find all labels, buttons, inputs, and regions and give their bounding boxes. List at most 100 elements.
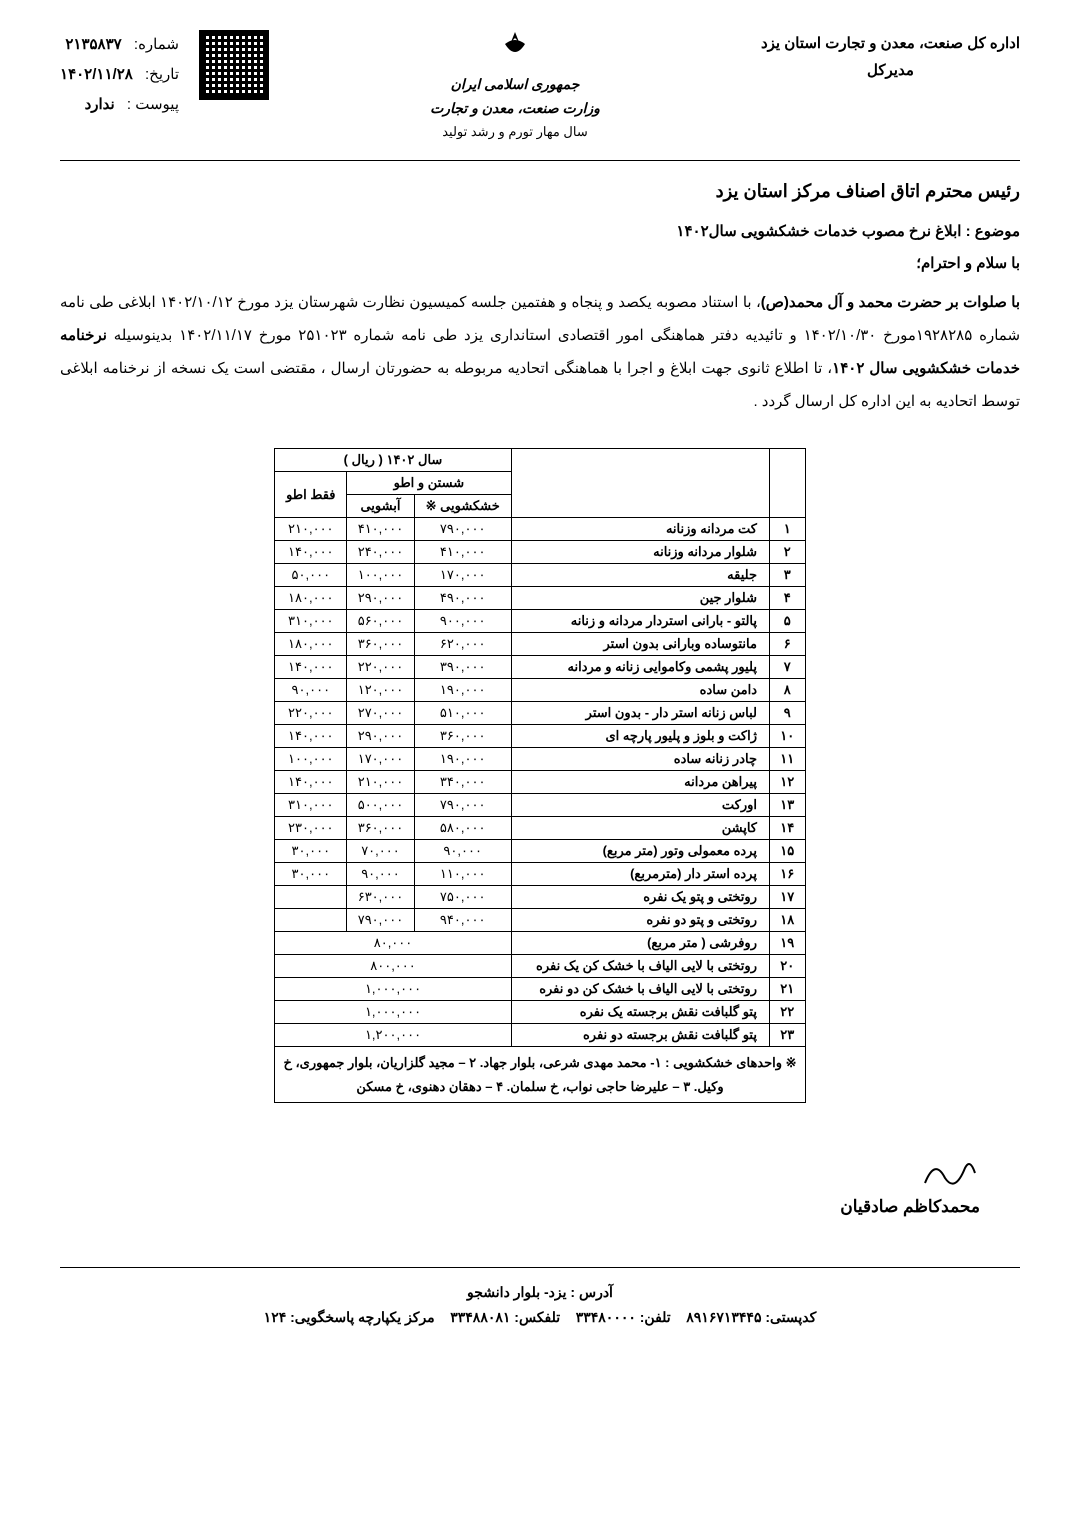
row-iron: ۱۸۰,۰۰۰ [275,633,347,656]
footer-address-line: آدرس : یزد- بلوار دانشجو [60,1280,1020,1305]
row-water: ۳۶۰,۰۰۰ [347,817,415,840]
row-water: ۴۱۰,۰۰۰ [347,518,415,541]
row-merged-val: ۱,۰۰۰,۰۰۰ [275,978,511,1001]
row-num: ۱۰ [769,725,805,748]
tel-value: ۳۳۴۸۰۰۰۰ [576,1309,636,1325]
row-iron: ۳۰,۰۰۰ [275,840,347,863]
row-num: ۱۲ [769,771,805,794]
fax-value: ۳۳۴۸۸۰۸۱ [450,1309,510,1325]
row-num: ۲۳ [769,1024,805,1047]
row-name: چادر زنانه ساده [511,748,769,771]
row-dry: ۷۵۰,۰۰۰ [414,886,511,909]
table-row: ۲۲پتو گلبافت نقش برجسته یک نفره۱,۰۰۰,۰۰۰ [275,1001,805,1024]
center-value: ۱۲۴ [264,1309,287,1325]
row-num: ۱۱ [769,748,805,771]
row-iron: ۳۱۰,۰۰۰ [275,794,347,817]
greeting-line: با سلام و احترام؛ [60,254,1020,272]
table-row: ۱۸روتختی و پتو دو نفره۹۴۰,۰۰۰۷۹۰,۰۰۰ [275,909,805,932]
row-name: روتختی و پتو دو نفره [511,909,769,932]
row-num: ۳ [769,564,805,587]
row-num: ۸ [769,679,805,702]
row-name: پتو گلبافت نقش برجسته یک نفره [511,1001,769,1024]
number-value: ۲۱۳۵۸۳۷ [65,36,121,53]
date-value: ۱۴۰۲/۱۱/۲۸ [60,66,133,83]
row-dry: ۴۹۰,۰۰۰ [414,587,511,610]
row-iron: ۱۴۰,۰۰۰ [275,541,347,564]
row-water: ۲۲۰,۰۰۰ [347,656,415,679]
qr-code-icon [199,30,269,100]
row-name: جلیقه [511,564,769,587]
row-dry: ۹۰۰,۰۰۰ [414,610,511,633]
row-num: ۱۵ [769,840,805,863]
row-dry: ۴۱۰,۰۰۰ [414,541,511,564]
row-num: ۱۴ [769,817,805,840]
org-line1: اداره کل صنعت، معدن و تجارت استان یزد [761,30,1020,57]
row-dry: ۵۸۰,۰۰۰ [414,817,511,840]
col-name-header [511,449,769,518]
row-num: ۱۸ [769,909,805,932]
number-row: شماره: ۲۱۳۵۸۳۷ [60,30,179,60]
page-footer: آدرس : یزد- بلوار دانشجو کدپستی: ۸۹۱۶۷۱۳… [60,1267,1020,1330]
row-name: روتختی با لایی الیاف با خشک کن دو نفره [511,978,769,1001]
row-merged-val: ۱,۲۰۰,۰۰۰ [275,1024,511,1047]
row-name: کت مردانه وزنانه [511,518,769,541]
row-iron: ۳۱۰,۰۰۰ [275,610,347,633]
table-row: ۹لباس زنانه استر دار - بدون استر۵۱۰,۰۰۰۲… [275,702,805,725]
table-row: ۲۰روتختی با لایی الیاف با خشک کن یک نفره… [275,955,805,978]
subject-label: موضوع : [966,223,1020,240]
row-name: ژاکت و بلوز و پلیور پارچه ای [511,725,769,748]
address-label: آدرس : [570,1284,613,1300]
table-row: ۵پالتو - بارانی استردار مردانه و زنانه۹۰… [275,610,805,633]
row-dry: ۱۱۰,۰۰۰ [414,863,511,886]
row-num: ۱۳ [769,794,805,817]
fax-label: تلفکس: [514,1309,560,1325]
row-water: ۲۹۰,۰۰۰ [347,725,415,748]
letterhead: اداره کل صنعت، معدن و تجارت استان یزد مد… [60,30,1020,140]
water-header: آبشویی [347,495,415,518]
row-name: شلوار مردانه وزنانه [511,541,769,564]
row-num: ۷ [769,656,805,679]
subject-text: ابلاغ نرخ مصوب خدمات خشکشویی سال۱۴۰۲ [676,223,961,240]
row-dry: ۱۷۰,۰۰۰ [414,564,511,587]
row-name: پالتو - بارانی استردار مردانه و زنانه [511,610,769,633]
row-num: ۱۷ [769,886,805,909]
slogan-line: سال مهار تورم و رشد تولید [430,124,600,140]
date-row: تاریخ: ۱۴۰۲/۱۱/۲۸ [60,60,179,90]
center-label: مرکز یکپارچه پاسخگویی: [290,1309,435,1325]
row-name: مانتوساده وبارانی بدون استر [511,633,769,656]
table-header-row-1: سال ۱۴۰۲ ( ریال ) [275,449,805,472]
row-name: شلوار جین [511,587,769,610]
row-num: ۵ [769,610,805,633]
row-water: ۳۶۰,۰۰۰ [347,633,415,656]
footer-note-1: ※ واحدهای خشکشویی : ۱- محمد مهدی شرعی، ب… [283,1051,796,1074]
signature-name: محمدکاظم صادقیان [60,1197,980,1217]
row-water: ۱۰۰,۰۰۰ [347,564,415,587]
row-name: لباس زنانه استر دار - بدون استر [511,702,769,725]
address-value: یزد- بلوار دانشجو [467,1284,567,1300]
table-row: ۱۳اورکت۷۹۰,۰۰۰۵۰۰,۰۰۰۳۱۰,۰۰۰ [275,794,805,817]
row-water: ۵۶۰,۰۰۰ [347,610,415,633]
dry-header: خشکشویی ※ [414,495,511,518]
row-iron: ۲۲۰,۰۰۰ [275,702,347,725]
table-row: ۱۲پیراهن مردانه۳۴۰,۰۰۰۲۱۰,۰۰۰۱۴۰,۰۰۰ [275,771,805,794]
table-row: ۲شلوار مردانه وزنانه۴۱۰,۰۰۰۲۴۰,۰۰۰۱۴۰,۰۰… [275,541,805,564]
row-dry: ۱۹۰,۰۰۰ [414,679,511,702]
row-iron: ۱۸۰,۰۰۰ [275,587,347,610]
table-row: ۱۶پرده استر دار (مترمربع)۱۱۰,۰۰۰۹۰,۰۰۰۳۰… [275,863,805,886]
row-num: ۲۰ [769,955,805,978]
row-name: کاپشن [511,817,769,840]
wash-iron-header: شستن و اطو [347,472,511,495]
row-name: روتختی و پتو یک نفره [511,886,769,909]
row-num: ۱ [769,518,805,541]
table-row: ۱۵پرده معمولی وتور (متر مربع)۹۰,۰۰۰۷۰,۰۰… [275,840,805,863]
row-water: ۹۰,۰۰۰ [347,863,415,886]
row-dry: ۱۹۰,۰۰۰ [414,748,511,771]
row-water: ۱۲۰,۰۰۰ [347,679,415,702]
qr-meta-block: شماره: ۲۱۳۵۸۳۷ تاریخ: ۱۴۰۲/۱۱/۲۸ پیوست :… [60,30,269,120]
row-num: ۲ [769,541,805,564]
footer-note-2: وکیل. ۳ – علیرضا حاجی نواب، خ سلمان. ۴ –… [283,1075,796,1098]
row-water: ۲۷۰,۰۰۰ [347,702,415,725]
row-num: ۱۶ [769,863,805,886]
row-name: پرده استر دار (مترمربع) [511,863,769,886]
row-num: ۴ [769,587,805,610]
